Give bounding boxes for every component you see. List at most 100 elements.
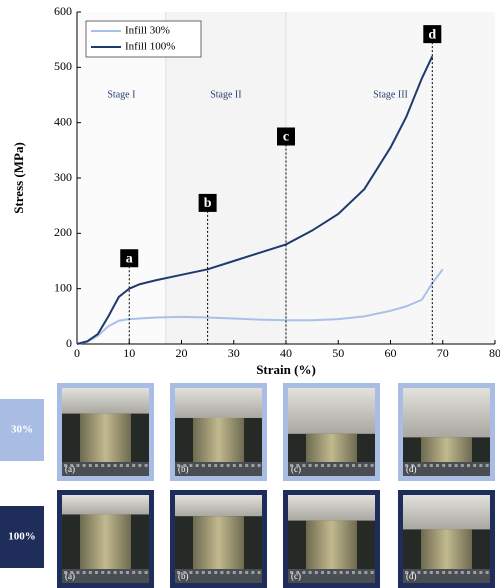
ruler-tick xyxy=(479,464,482,467)
ruler-tick xyxy=(461,571,464,574)
ruler-tick xyxy=(220,464,223,467)
ruler-tick xyxy=(189,464,192,467)
legend-label: Infill 100% xyxy=(125,41,175,53)
ruler-tick xyxy=(371,571,374,574)
ruler-tick xyxy=(202,464,205,467)
photo-plate xyxy=(288,388,375,434)
y-tick-label: 100 xyxy=(54,280,72,294)
ruler-tick xyxy=(258,464,261,467)
row-label: 30% xyxy=(11,424,33,436)
ruler-tick xyxy=(486,571,489,574)
ruler-tick xyxy=(233,571,236,574)
ruler-tick xyxy=(424,464,427,467)
ruler-tick xyxy=(340,571,343,574)
x-tick-label: 10 xyxy=(123,346,135,360)
ruler-tick xyxy=(227,464,230,467)
ruler-tick xyxy=(442,464,445,467)
ruler-tick xyxy=(107,464,110,467)
y-tick-label: 600 xyxy=(54,4,72,18)
ruler-tick xyxy=(208,464,211,467)
photo-specimen xyxy=(421,529,472,569)
ruler-tick xyxy=(436,464,439,467)
ruler-tick xyxy=(239,464,242,467)
ruler-tick xyxy=(239,571,242,574)
photo-label: (d) xyxy=(406,464,417,474)
x-axis-label: Strain (%) xyxy=(256,362,316,377)
x-tick-label: 40 xyxy=(280,346,292,360)
y-tick-label: 400 xyxy=(54,114,72,128)
photo-specimen xyxy=(80,514,131,569)
photo-panel: (d) xyxy=(398,383,495,481)
y-tick-label: 300 xyxy=(54,170,72,184)
ruler-tick xyxy=(214,464,217,467)
photo-plate xyxy=(175,495,262,516)
photo-plate xyxy=(288,495,375,521)
ruler-tick xyxy=(436,571,439,574)
stage-label: Stage II xyxy=(210,89,241,100)
photo-plate xyxy=(62,495,149,514)
ruler-tick xyxy=(214,571,217,574)
photo-panel: (d) xyxy=(398,490,495,588)
ruler-tick xyxy=(220,571,223,574)
ruler-tick xyxy=(346,571,349,574)
x-tick-label: 0 xyxy=(74,346,80,360)
photo-label: (b) xyxy=(178,464,189,474)
ruler-tick xyxy=(114,571,117,574)
ruler-tick xyxy=(352,464,355,467)
x-tick-label: 80 xyxy=(489,346,500,360)
ruler-tick xyxy=(251,464,254,467)
ruler-tick xyxy=(89,464,92,467)
ruler-tick xyxy=(132,571,135,574)
photo-panel: (b) xyxy=(170,490,267,588)
photo-panel: (a) xyxy=(57,383,154,481)
ruler-tick xyxy=(95,464,98,467)
photo-specimen xyxy=(306,434,357,462)
figure: Stress (MPa) Strain (%) Stage IStage IIS… xyxy=(0,0,500,588)
y-axis-label: Stress (MPa) xyxy=(11,142,26,214)
x-tick-label: 20 xyxy=(176,346,188,360)
ruler-tick xyxy=(126,571,129,574)
legend-label: Infill 30% xyxy=(125,25,170,37)
ruler-tick xyxy=(196,464,199,467)
ruler-tick xyxy=(309,571,312,574)
ruler-tick xyxy=(448,571,451,574)
ruler-tick xyxy=(371,464,374,467)
y-tick-label: 500 xyxy=(54,59,72,73)
photo-plate xyxy=(62,388,149,414)
ruler-tick xyxy=(346,464,349,467)
ruler-tick xyxy=(189,571,192,574)
photo-ruler xyxy=(288,462,375,476)
ruler-tick xyxy=(76,571,79,574)
ruler-tick xyxy=(358,464,361,467)
photo-panel: (c) xyxy=(283,490,380,588)
ruler-tick xyxy=(83,571,86,574)
ruler-tick xyxy=(430,464,433,467)
ruler-tick xyxy=(461,464,464,467)
photo-label: (a) xyxy=(65,571,75,581)
photo-specimen xyxy=(193,516,244,569)
y-tick-label: 200 xyxy=(54,225,72,239)
ruler-tick xyxy=(333,464,336,467)
ruler-tick xyxy=(486,464,489,467)
annotation-label: c xyxy=(283,130,289,145)
ruler-tick xyxy=(196,571,199,574)
ruler-tick xyxy=(258,571,261,574)
ruler-tick xyxy=(76,464,79,467)
stage-label: Stage III xyxy=(373,89,408,100)
ruler-tick xyxy=(101,571,104,574)
ruler-tick xyxy=(120,571,123,574)
ruler-tick xyxy=(114,464,117,467)
ruler-tick xyxy=(417,571,420,574)
ruler-tick xyxy=(145,571,148,574)
ruler-tick xyxy=(120,464,123,467)
ruler-tick xyxy=(309,464,312,467)
photo-label: (c) xyxy=(291,464,301,474)
ruler-tick xyxy=(364,464,367,467)
ruler-tick xyxy=(448,464,451,467)
x-tick-label: 30 xyxy=(228,346,240,360)
ruler-tick xyxy=(138,571,141,574)
ruler-tick xyxy=(455,571,458,574)
ruler-tick xyxy=(333,571,336,574)
ruler-tick xyxy=(430,571,433,574)
ruler-tick xyxy=(208,571,211,574)
